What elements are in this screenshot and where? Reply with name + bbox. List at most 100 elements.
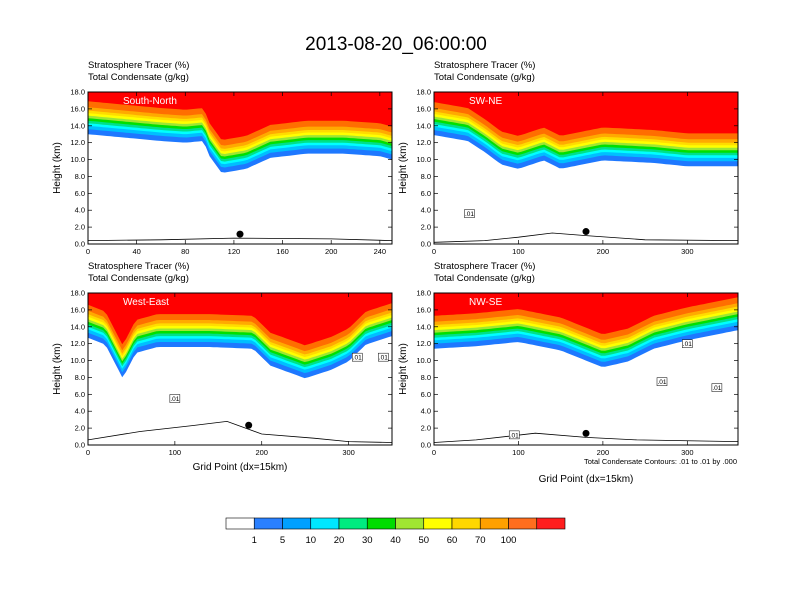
plot-frame (87, 292, 393, 446)
y-tick-label: 16.0 (416, 104, 431, 113)
y-tick-label: 4.0 (75, 407, 85, 416)
x-tick-label: 0 (432, 448, 436, 457)
plot-area: .01 .01 .01 (88, 293, 392, 443)
terrain-line (434, 432, 738, 443)
y-tick-label: 10.0 (70, 155, 85, 164)
contour-label: .01 (170, 396, 179, 403)
y-tick-label: 6.0 (421, 390, 431, 399)
y-tick-label: 0.0 (421, 240, 431, 249)
variable-label: Stratosphere Tracer (%) (434, 261, 535, 272)
variable-label: Stratosphere Tracer (%) (88, 60, 189, 71)
tracer-band-11 (88, 92, 392, 140)
contour-label: .01 (465, 211, 474, 218)
x-tick-label: 200 (325, 247, 338, 256)
y-tick-label: 2.0 (421, 223, 431, 232)
y-tick-label: 12.0 (70, 138, 85, 147)
colorbar-label: 60 (447, 535, 458, 546)
colorbar-swatch (253, 517, 283, 530)
variable-label: Stratosphere Tracer (%) (434, 60, 535, 71)
panel-3: .01 .01 .01 West-East Stratosphere Tracer (%… (52, 261, 393, 473)
x-tick-label: 0 (86, 448, 90, 457)
colorbar-swatch (479, 517, 509, 530)
y-tick-label: 2.0 (421, 424, 431, 433)
y-tick-label: 12.0 (70, 339, 85, 348)
y-tick-label: 0.0 (421, 441, 431, 450)
contour-note: Total Condensate Contours: .01 to .01 by… (584, 457, 737, 466)
x-tick-label: 0 (86, 247, 90, 256)
y-tick-label: 10.0 (416, 356, 431, 365)
panel-name: NW-SE (469, 297, 502, 308)
terrain-line (88, 420, 392, 443)
x-axis-label: Grid Point (dx=15km) (193, 462, 288, 473)
contour-label: .01 (683, 341, 692, 348)
colorbar-swatch (508, 517, 538, 530)
colorbar-swatch (395, 517, 425, 530)
colorbar-label: 100 (501, 535, 517, 546)
x-tick-label: 100 (169, 448, 182, 457)
colorbar: 1 5 10 20 30 40 50 60 70 100 (225, 517, 566, 546)
colorbar-label: 20 (334, 535, 345, 546)
colorbar-label: 1 (252, 535, 257, 546)
tracer-band-11 (434, 293, 738, 334)
y-tick-label: 0.0 (75, 441, 85, 450)
y-tick-label: 14.0 (416, 322, 431, 331)
x-tick-label: 200 (597, 448, 610, 457)
position-marker (582, 228, 590, 236)
y-tick-label: 2.0 (75, 424, 85, 433)
y-tick-label: 10.0 (70, 356, 85, 365)
y-axis-label: Height (km) (398, 142, 409, 194)
y-tick-label: 4.0 (75, 206, 85, 215)
x-tick-label: 80 (181, 247, 189, 256)
colorbar-swatch (225, 517, 255, 530)
y-tick-label: 16.0 (70, 305, 85, 314)
y-tick-label: 2.0 (75, 223, 85, 232)
contour-label-box (378, 352, 389, 362)
x-tick-label: 300 (342, 448, 355, 457)
tracer-band-11 (434, 92, 738, 136)
y-tick-label: 18.0 (416, 88, 431, 97)
y-tick-label: 12.0 (416, 339, 431, 348)
panel-4: .01 .01 .01 .01 NW-SE Stratosphere Tracer (%)… (398, 261, 739, 485)
contour-label-box (352, 352, 363, 362)
y-axis-label: Height (km) (52, 343, 63, 395)
position-marker (236, 230, 244, 238)
contour-label: .01 (379, 355, 388, 362)
variable-label: Total Condensate (g/kg) (88, 273, 189, 284)
y-axis-label: Height (km) (398, 343, 409, 395)
y-tick-label: 18.0 (70, 88, 85, 97)
colorbar-swatch (451, 517, 481, 530)
y-tick-label: 8.0 (421, 172, 431, 181)
colorbar-swatch (423, 517, 453, 530)
y-tick-label: 6.0 (421, 189, 431, 198)
plot-frame (87, 91, 393, 245)
contour-label: .01 (657, 379, 666, 386)
contour-label-box (711, 383, 723, 392)
y-tick-label: 0.0 (75, 240, 85, 249)
colorbar-swatch (282, 517, 312, 530)
tracer-band-11 (88, 293, 392, 346)
contour-label: .01 (510, 432, 519, 439)
position-marker (245, 421, 253, 429)
variable-label: Stratosphere Tracer (%) (88, 261, 189, 272)
x-tick-label: 40 (132, 247, 140, 256)
y-axis-label: Height (km) (52, 142, 63, 194)
y-tick-label: 18.0 (416, 289, 431, 298)
terrain-line (434, 232, 738, 243)
panel-name: SW-NE (469, 96, 502, 107)
y-tick-label: 8.0 (75, 373, 85, 382)
y-tick-label: 8.0 (421, 373, 431, 382)
x-tick-label: 200 (255, 448, 268, 457)
x-axis-label: Grid Point (dx=15km) (539, 474, 634, 485)
y-tick-label: 14.0 (416, 121, 431, 130)
contour-label-box (656, 377, 668, 386)
contour-label: .01 (712, 385, 721, 392)
panel-name: West-East (123, 297, 169, 308)
y-tick-label: 4.0 (421, 206, 431, 215)
x-tick-label: 200 (597, 247, 610, 256)
y-tick-label: 16.0 (416, 305, 431, 314)
y-tick-label: 8.0 (75, 172, 85, 181)
contour-label-box (464, 209, 475, 218)
colorbar-swatch (366, 517, 396, 530)
panel-2: .01 SW-NE Stratosphere Tracer (%)Total Con… (398, 60, 739, 256)
